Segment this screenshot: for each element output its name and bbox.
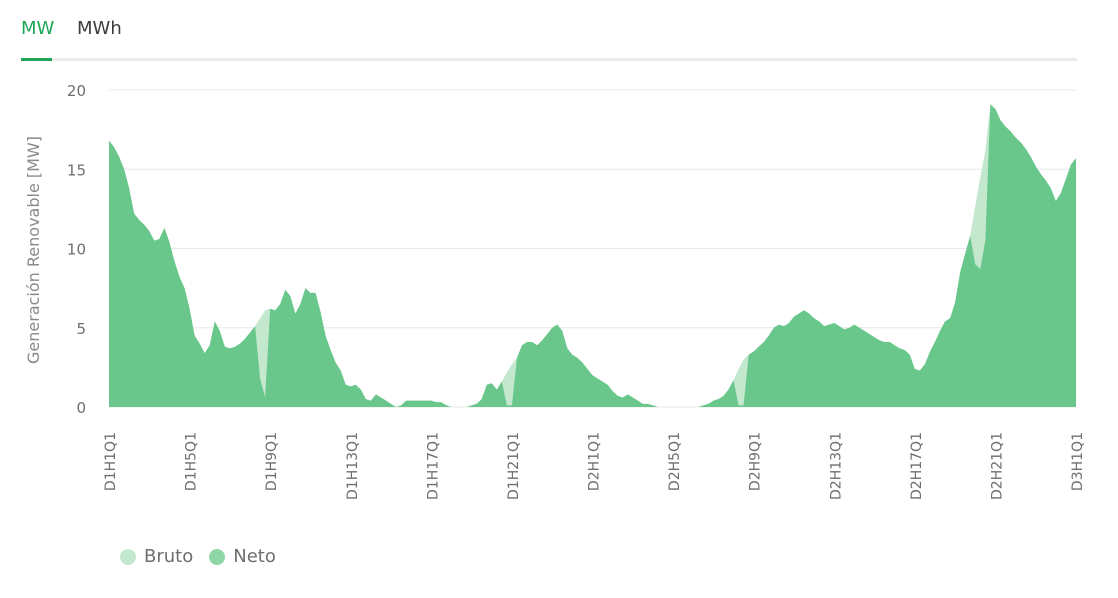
tab-mwh[interactable]: MWh <box>77 18 122 39</box>
x-tick-label: D1H21Q1 <box>506 432 522 500</box>
legend-item-neto[interactable]: Neto <box>209 546 276 567</box>
legend-dot-bruto <box>120 548 136 565</box>
y-tick-label: 15 <box>67 161 86 179</box>
x-tick-label: D1H1Q1 <box>103 432 119 491</box>
area-neto <box>109 104 1076 407</box>
x-tick-label: D2H17Q1 <box>909 432 925 500</box>
x-tick-label: D2H9Q1 <box>748 432 764 491</box>
y-tick-label: 0 <box>76 399 86 417</box>
legend-label-neto: Neto <box>233 546 276 567</box>
renewable-generation-chart: 0 5 10 15 20 D1H1Q1 D1H5Q1 D1H9Q1 D1H13Q1 D1H17Q… <box>24 82 1086 500</box>
x-tick-label: D2H5Q1 <box>667 432 683 491</box>
x-tick-label: D1H13Q1 <box>345 432 361 500</box>
series-areas <box>109 104 1076 407</box>
active-tab-indicator <box>21 58 52 61</box>
y-tick-label: 10 <box>67 241 86 259</box>
y-tick-label: 5 <box>76 320 86 338</box>
x-tick-label: D2H13Q1 <box>828 432 844 500</box>
x-tick-label: D1H17Q1 <box>425 432 441 500</box>
y-axis-ticks: 0 5 10 15 20 <box>67 82 86 417</box>
legend-label-bruto: Bruto <box>144 546 194 567</box>
tab-mw[interactable]: MW <box>21 18 55 39</box>
x-axis-ticks: D1H1Q1 D1H5Q1 D1H9Q1 D1H13Q1 D1H17Q1 D1H21Q1 D… <box>103 432 1086 500</box>
unit-tabs: MW MWh <box>21 0 1077 61</box>
legend-item-bruto[interactable]: Bruto <box>120 546 193 567</box>
y-axis-label: Generación Renovable [MW] <box>24 136 43 364</box>
tabs-divider <box>21 58 1077 61</box>
chart-legend: Bruto Neto <box>120 546 276 567</box>
y-tick-label: 20 <box>67 82 86 100</box>
x-tick-label: D2H21Q1 <box>989 432 1005 500</box>
x-tick-label: D2H1Q1 <box>587 432 603 491</box>
x-tick-label: D3H1Q1 <box>1070 432 1086 491</box>
legend-dot-neto <box>209 548 226 565</box>
x-tick-label: D1H5Q1 <box>184 432 200 491</box>
x-tick-label: D1H9Q1 <box>264 432 280 491</box>
